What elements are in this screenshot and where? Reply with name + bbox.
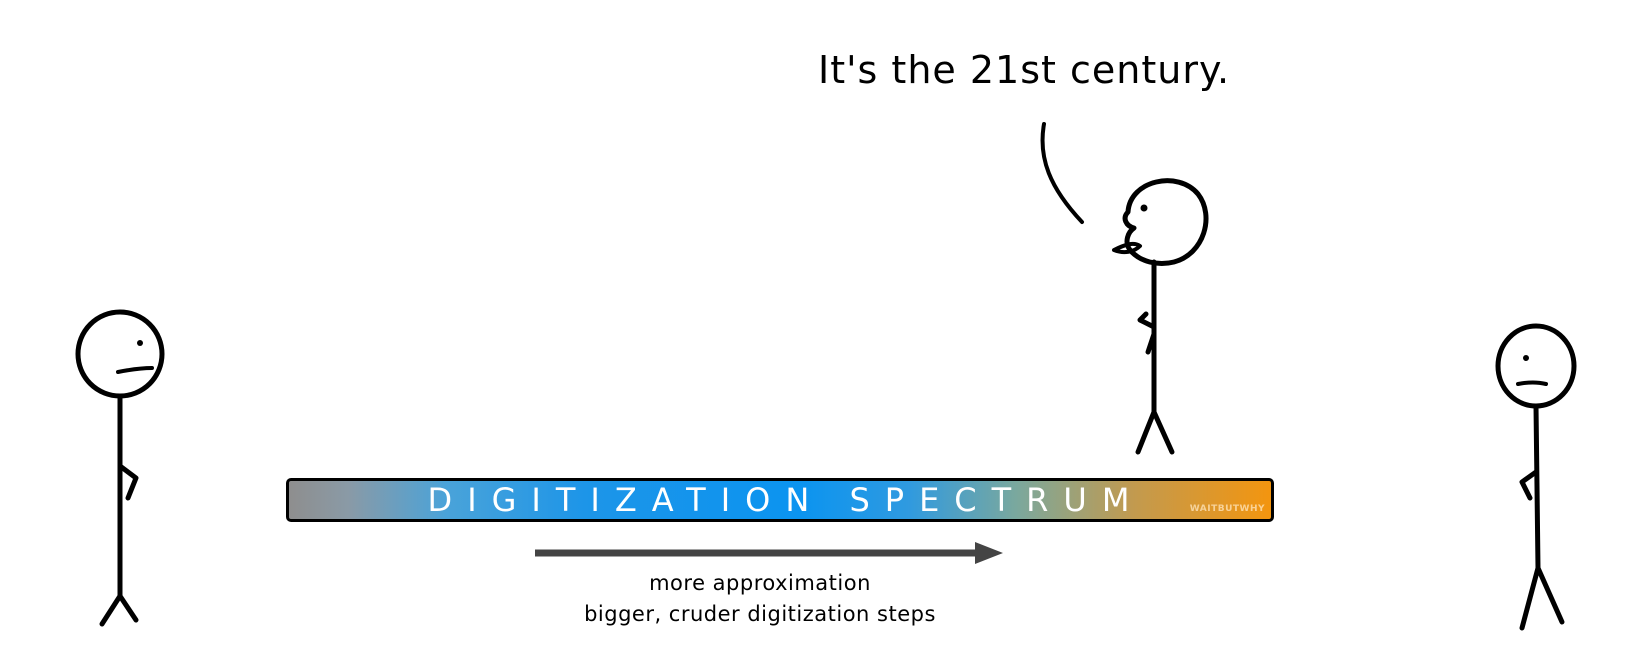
digitization-spectrum-bar: DIGITIZATION SPECTRUM WAITBUTWHY: [286, 478, 1274, 522]
stick-figure-right: [1490, 322, 1590, 647]
speech-text: It's the 21st century.: [818, 48, 1231, 92]
watermark-logo: WAITBUTWHY: [1189, 504, 1265, 514]
stick-figure-left: [70, 306, 170, 631]
caption-line-2: bigger, cruder digitization steps: [584, 602, 936, 626]
stick-figure-talking: [1100, 172, 1210, 482]
arrow-caption: more approximation bigger, cruder digiti…: [540, 568, 980, 630]
speech-tail: [1040, 122, 1084, 224]
caption-line-1: more approximation: [649, 571, 871, 595]
spectrum-title: DIGITIZATION SPECTRUM: [427, 481, 1145, 519]
right-arrow: [535, 541, 1005, 569]
